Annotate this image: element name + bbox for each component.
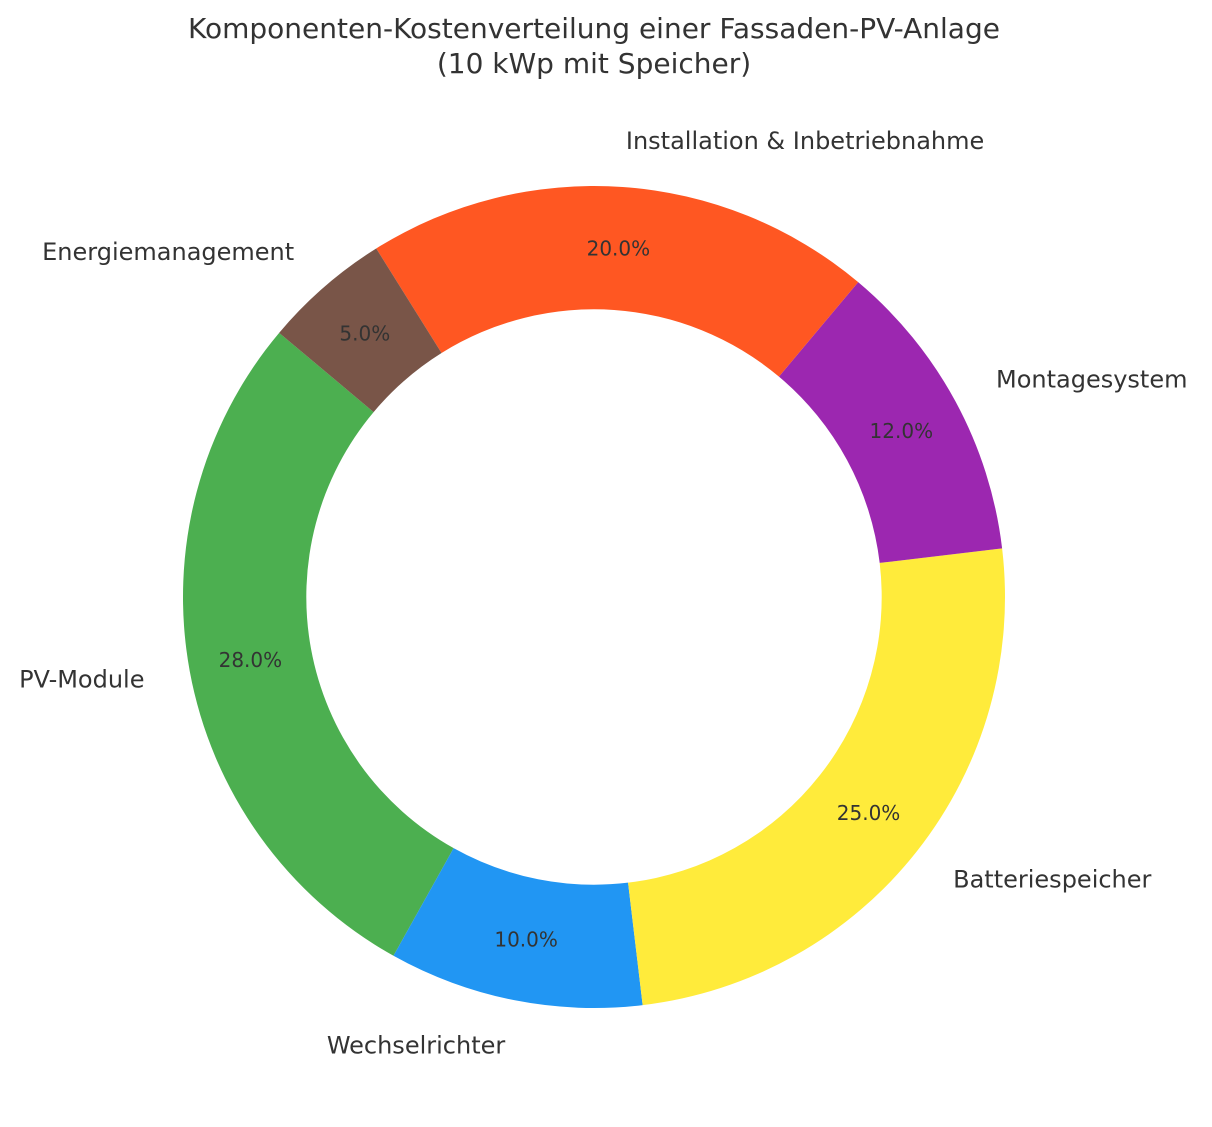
percent-label-energiemanagement: 5.0% (339, 321, 390, 345)
percent-label-pv-module: 28.0% (219, 648, 283, 672)
category-label-pv-module: PV-Module (19, 665, 144, 693)
percent-label-wechselrichter: 10.0% (494, 928, 558, 952)
category-label-montagesystem: Montagesystem (996, 366, 1187, 394)
category-label-wechselrichter: Wechselrichter (327, 1031, 506, 1059)
percent-label-batteriespeicher: 25.0% (837, 801, 901, 825)
label-group: 28.0% PV-Module 10.0% Wechselrichter 25.0% Ba… (19, 127, 1187, 1059)
category-label-batteriespeicher: Batteriespeicher (953, 866, 1151, 894)
percent-label-montagesystem: 12.0% (870, 419, 934, 443)
slice-batteriespeicher (628, 548, 1005, 1006)
category-label-installation-und-inbetriebnahme: Installation & Inbetriebnahme (626, 127, 984, 155)
slice-energiemanagement (279, 248, 442, 413)
slice-installation-und-inbetriebnahme (376, 185, 859, 377)
percent-label-installation-und-inbetriebnahme: 20.0% (587, 237, 651, 261)
chart-subtitle: (10 kWp mit Speicher) (437, 47, 751, 80)
slice-wechselrichter (393, 848, 643, 1008)
chart-title: Komponenten-Kostenverteilung einer Fassa… (188, 12, 1000, 45)
category-label-energiemanagement: Energiemanagement (42, 238, 294, 266)
slice-group (182, 185, 1005, 1008)
slice-montagesystem (778, 282, 1003, 563)
slice-pv-module (182, 332, 454, 956)
